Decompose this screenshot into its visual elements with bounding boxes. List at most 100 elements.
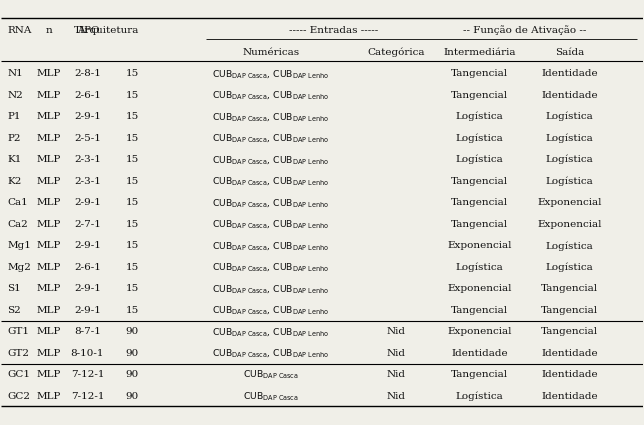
Text: $\mathrm{CUB_{DAP\ Casca}}$, $\mathrm{CUB_{DAP\ Lenho}}$: $\mathrm{CUB_{DAP\ Casca}}$, $\mathrm{CU… — [212, 283, 329, 295]
Text: Tangencial: Tangencial — [451, 220, 508, 229]
Text: 2-9-1: 2-9-1 — [74, 241, 101, 250]
Text: N1: N1 — [7, 69, 23, 78]
Text: 2-8-1: 2-8-1 — [74, 69, 101, 78]
Text: MLP: MLP — [37, 263, 61, 272]
Text: Tangencial: Tangencial — [541, 306, 598, 315]
Text: MLP: MLP — [37, 177, 61, 186]
Text: 2-9-1: 2-9-1 — [74, 112, 101, 121]
Text: $\mathrm{CUB_{DAP\ Casca}}$, $\mathrm{CUB_{DAP\ Lenho}}$: $\mathrm{CUB_{DAP\ Casca}}$, $\mathrm{CU… — [212, 304, 329, 316]
Text: $\mathrm{CUB_{DAP\ Casca}}$, $\mathrm{CUB_{DAP\ Lenho}}$: $\mathrm{CUB_{DAP\ Casca}}$, $\mathrm{CU… — [212, 347, 329, 360]
Text: 2-3-1: 2-3-1 — [74, 155, 101, 164]
Text: P1: P1 — [7, 112, 21, 121]
Text: Logística: Logística — [545, 263, 593, 272]
Text: Numéricas: Numéricas — [242, 48, 299, 57]
Text: Exponencial: Exponencial — [537, 220, 601, 229]
Text: $\mathrm{CUB_{DAP\ Casca}}$, $\mathrm{CUB_{DAP\ Lenho}}$: $\mathrm{CUB_{DAP\ Casca}}$, $\mathrm{CU… — [212, 154, 329, 166]
Text: 90: 90 — [126, 371, 139, 380]
Text: Exponencial: Exponencial — [447, 284, 512, 293]
Text: $\mathrm{CUB_{DAP\ Casca}}$, $\mathrm{CUB_{DAP\ Lenho}}$: $\mathrm{CUB_{DAP\ Casca}}$, $\mathrm{CU… — [212, 326, 329, 338]
Text: 15: 15 — [126, 134, 139, 143]
Text: ----- Entradas -----: ----- Entradas ----- — [289, 26, 378, 35]
Text: 15: 15 — [126, 241, 139, 250]
Text: RNA: RNA — [7, 26, 32, 35]
Text: 2-9-1: 2-9-1 — [74, 284, 101, 293]
Text: Nid: Nid — [386, 349, 406, 358]
Text: MLP: MLP — [37, 349, 61, 358]
Text: MLP: MLP — [37, 306, 61, 315]
Text: 15: 15 — [126, 112, 139, 121]
Text: 15: 15 — [126, 263, 139, 272]
Text: Identidade: Identidade — [451, 349, 507, 358]
Text: Arquitetura: Arquitetura — [77, 26, 139, 35]
Text: Logística: Logística — [545, 133, 593, 143]
Text: 15: 15 — [126, 306, 139, 315]
Text: 2-6-1: 2-6-1 — [74, 263, 101, 272]
Text: 2-3-1: 2-3-1 — [74, 177, 101, 186]
Text: GC2: GC2 — [7, 392, 30, 401]
Text: P2: P2 — [7, 134, 21, 143]
Text: Tangencial: Tangencial — [541, 284, 598, 293]
Text: $\mathrm{CUB_{DAP\ Casca}}$, $\mathrm{CUB_{DAP\ Lenho}}$: $\mathrm{CUB_{DAP\ Casca}}$, $\mathrm{CU… — [212, 110, 329, 123]
Text: 7-12-1: 7-12-1 — [71, 371, 104, 380]
Text: 15: 15 — [126, 220, 139, 229]
Text: 8-7-1: 8-7-1 — [74, 327, 101, 337]
Text: TIPO: TIPO — [74, 26, 100, 35]
Text: Identidade: Identidade — [541, 69, 598, 78]
Text: 2-7-1: 2-7-1 — [74, 220, 101, 229]
Text: MLP: MLP — [37, 112, 61, 121]
Text: 90: 90 — [126, 392, 139, 401]
Text: Mg2: Mg2 — [7, 263, 31, 272]
Text: Exponencial: Exponencial — [447, 327, 512, 337]
Text: Logística: Logística — [545, 155, 593, 164]
Text: Categórica: Categórica — [367, 47, 424, 57]
Text: $\mathrm{CUB_{DAP\ Casca}}$, $\mathrm{CUB_{DAP\ Lenho}}$: $\mathrm{CUB_{DAP\ Casca}}$, $\mathrm{CU… — [212, 89, 329, 101]
Text: Logística: Logística — [545, 112, 593, 122]
Text: -- Função de Ativação --: -- Função de Ativação -- — [463, 26, 586, 35]
Text: 90: 90 — [126, 349, 139, 358]
Text: 2-5-1: 2-5-1 — [74, 134, 101, 143]
Text: GT2: GT2 — [7, 349, 29, 358]
Text: Tangencial: Tangencial — [451, 371, 508, 380]
Text: MLP: MLP — [37, 198, 61, 207]
Text: GC1: GC1 — [7, 371, 30, 380]
Text: $\mathrm{CUB_{DAP\ Casca}}$, $\mathrm{CUB_{DAP\ Lenho}}$: $\mathrm{CUB_{DAP\ Casca}}$, $\mathrm{CU… — [212, 261, 329, 273]
Text: MLP: MLP — [37, 284, 61, 293]
Text: Tangencial: Tangencial — [541, 327, 598, 337]
Text: Logística: Logística — [455, 112, 504, 122]
Text: Exponencial: Exponencial — [537, 198, 601, 207]
Text: MLP: MLP — [37, 91, 61, 99]
Text: 15: 15 — [126, 198, 139, 207]
Text: 2-6-1: 2-6-1 — [74, 91, 101, 99]
Text: K2: K2 — [7, 177, 21, 186]
Text: $\mathrm{CUB_{DAP\ Casca}}$, $\mathrm{CUB_{DAP\ Lenho}}$: $\mathrm{CUB_{DAP\ Casca}}$, $\mathrm{CU… — [212, 197, 329, 209]
Text: 7-12-1: 7-12-1 — [71, 392, 104, 401]
Text: Logística: Logística — [455, 155, 504, 164]
Text: 2-9-1: 2-9-1 — [74, 306, 101, 315]
Text: Ca1: Ca1 — [7, 198, 28, 207]
Text: MLP: MLP — [37, 134, 61, 143]
Text: Logística: Logística — [455, 133, 504, 143]
Text: $\mathrm{CUB_{DAP\ Casca}}$: $\mathrm{CUB_{DAP\ Casca}}$ — [243, 369, 299, 381]
Text: 15: 15 — [126, 177, 139, 186]
Text: K1: K1 — [7, 155, 21, 164]
Text: Identidade: Identidade — [541, 371, 598, 380]
Text: Identidade: Identidade — [541, 392, 598, 401]
Text: $\mathrm{CUB_{DAP\ Casca}}$, $\mathrm{CUB_{DAP\ Lenho}}$: $\mathrm{CUB_{DAP\ Casca}}$, $\mathrm{CU… — [212, 132, 329, 144]
Text: Ca2: Ca2 — [7, 220, 28, 229]
Text: Logística: Logística — [545, 241, 593, 251]
Text: MLP: MLP — [37, 392, 61, 401]
Text: $\mathrm{CUB_{DAP\ Casca}}$, $\mathrm{CUB_{DAP\ Lenho}}$: $\mathrm{CUB_{DAP\ Casca}}$, $\mathrm{CU… — [212, 218, 329, 230]
Text: Logística: Logística — [545, 176, 593, 186]
Text: 2-9-1: 2-9-1 — [74, 198, 101, 207]
Text: MLP: MLP — [37, 220, 61, 229]
Text: Exponencial: Exponencial — [447, 241, 512, 250]
Text: 15: 15 — [126, 284, 139, 293]
Text: Identidade: Identidade — [541, 349, 598, 358]
Text: Tangencial: Tangencial — [451, 91, 508, 99]
Text: Intermediária: Intermediária — [443, 48, 516, 57]
Text: Saída: Saída — [554, 48, 584, 57]
Text: Nid: Nid — [386, 392, 406, 401]
Text: Identidade: Identidade — [541, 91, 598, 99]
Text: S1: S1 — [7, 284, 21, 293]
Text: Logística: Logística — [455, 263, 504, 272]
